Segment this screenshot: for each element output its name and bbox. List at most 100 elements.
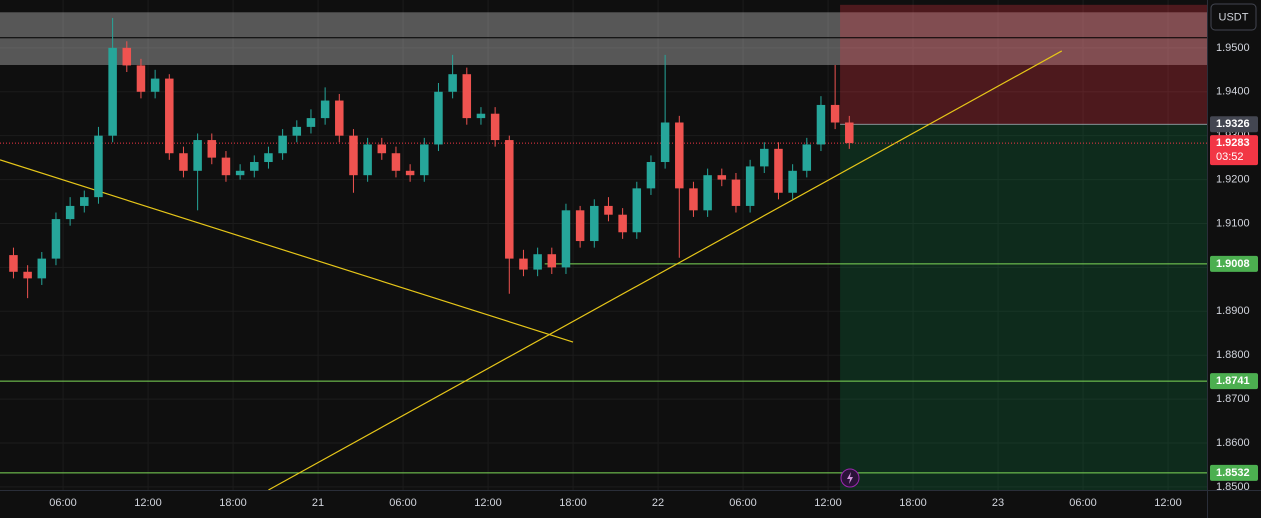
candle-body bbox=[802, 144, 812, 171]
candle-body bbox=[660, 122, 670, 163]
x-tick-label: 18:00 bbox=[899, 497, 927, 509]
candle-body bbox=[547, 254, 557, 268]
target-zone bbox=[840, 124, 1207, 490]
candle-body bbox=[675, 122, 684, 189]
candle-body bbox=[505, 140, 514, 259]
price-label: 1.9283 bbox=[1216, 137, 1250, 149]
price-label-bg bbox=[1210, 464, 1258, 481]
candle-body bbox=[51, 219, 61, 259]
y-tick-label: 1.8800 bbox=[1216, 349, 1250, 361]
candle-body bbox=[122, 47, 132, 66]
candle-body bbox=[434, 91, 443, 145]
candle-body bbox=[264, 153, 273, 163]
x-tick-label: 18:00 bbox=[559, 497, 587, 509]
candle-body bbox=[788, 170, 797, 193]
candle-body bbox=[108, 47, 117, 136]
y-tick-label: 1.8500 bbox=[1216, 481, 1250, 493]
candle-body bbox=[717, 175, 727, 180]
stop-zone bbox=[840, 4, 1207, 125]
candle-body bbox=[561, 210, 571, 268]
y-tick-label: 1.8900 bbox=[1216, 305, 1250, 317]
x-tick-label: 23 bbox=[992, 497, 1004, 509]
zone bbox=[0, 12, 1207, 65]
countdown: 03:52 bbox=[1216, 151, 1244, 163]
price-label-bg bbox=[1210, 135, 1258, 166]
candle-body bbox=[221, 157, 231, 176]
x-tick-label: 06:00 bbox=[1069, 497, 1097, 509]
candle-body bbox=[335, 100, 344, 136]
lightning bbox=[847, 472, 853, 484]
candle-body bbox=[349, 135, 358, 176]
price-label-bg bbox=[1210, 373, 1258, 390]
candle-body bbox=[745, 166, 755, 206]
currency[interactable]: USDT bbox=[1219, 11, 1249, 23]
x-tick-label: 12:00 bbox=[1154, 497, 1182, 509]
candle-body bbox=[250, 162, 259, 171]
candle-body bbox=[320, 100, 330, 119]
x-tick-label: 06:00 bbox=[729, 497, 757, 509]
candle-body bbox=[731, 179, 741, 206]
candle-body bbox=[760, 148, 769, 167]
trend-line bbox=[268, 50, 1063, 491]
candle-body bbox=[618, 214, 627, 233]
candle-body bbox=[533, 254, 542, 270]
candle-body bbox=[490, 113, 500, 141]
candle-body bbox=[845, 122, 854, 144]
candle-body bbox=[689, 188, 698, 211]
candle-body bbox=[9, 255, 18, 272]
y-tick-label: 1.8600 bbox=[1216, 437, 1250, 449]
candle-body bbox=[207, 140, 217, 158]
candle-body bbox=[377, 144, 387, 154]
candle-body bbox=[292, 126, 302, 136]
candle-body bbox=[575, 210, 585, 242]
candle-body bbox=[165, 78, 174, 154]
candle-body bbox=[94, 135, 103, 198]
candle-body bbox=[405, 170, 415, 176]
candle-body bbox=[448, 74, 457, 92]
y-tick-label: 1.9500 bbox=[1216, 42, 1250, 54]
candle-body bbox=[278, 135, 287, 154]
candle-body bbox=[65, 205, 75, 220]
candle-body bbox=[830, 104, 840, 123]
x-tick-label: 22 bbox=[652, 497, 664, 509]
candle-body bbox=[136, 65, 146, 92]
x-tick-label: 06:00 bbox=[389, 497, 417, 509]
candle-body bbox=[235, 170, 245, 176]
candle-body bbox=[462, 74, 472, 119]
x-tick-label: 18:00 bbox=[219, 497, 247, 509]
candle-body bbox=[646, 162, 656, 189]
candle-body bbox=[632, 188, 642, 233]
candle-body bbox=[150, 78, 160, 92]
candle-body bbox=[306, 118, 316, 127]
candle-body bbox=[816, 104, 826, 145]
candle-body bbox=[193, 140, 202, 171]
x-tick-label: 06:00 bbox=[49, 497, 77, 509]
x-tick-label: 12:00 bbox=[814, 497, 842, 509]
candle-body bbox=[590, 205, 599, 242]
y-tick-label: 1.8700 bbox=[1216, 393, 1250, 405]
y-tick-label: 1.9200 bbox=[1216, 173, 1250, 185]
price-label-bg bbox=[1210, 116, 1258, 133]
plot-area bbox=[0, 0, 1207, 491]
candle-body bbox=[774, 148, 783, 193]
x-tick-label: 21 bbox=[312, 497, 324, 509]
y-tick-label: 1.9400 bbox=[1216, 86, 1250, 98]
candle-body bbox=[80, 197, 89, 206]
candle-body bbox=[604, 205, 613, 215]
candle-body bbox=[703, 175, 712, 211]
price-label: 1.9008 bbox=[1216, 258, 1250, 270]
price-label-bg bbox=[1210, 255, 1258, 272]
candle-body bbox=[179, 153, 188, 171]
candle-body bbox=[363, 144, 372, 176]
price-label: 1.9326 bbox=[1216, 118, 1250, 130]
candle-body bbox=[476, 113, 486, 119]
x-tick-label: 12:00 bbox=[474, 497, 502, 509]
y-tick-label: 1.9100 bbox=[1216, 217, 1250, 229]
candle-body bbox=[420, 144, 429, 176]
currency-button[interactable] bbox=[1210, 3, 1257, 31]
candle-body bbox=[519, 258, 528, 270]
candle-body bbox=[37, 258, 47, 279]
